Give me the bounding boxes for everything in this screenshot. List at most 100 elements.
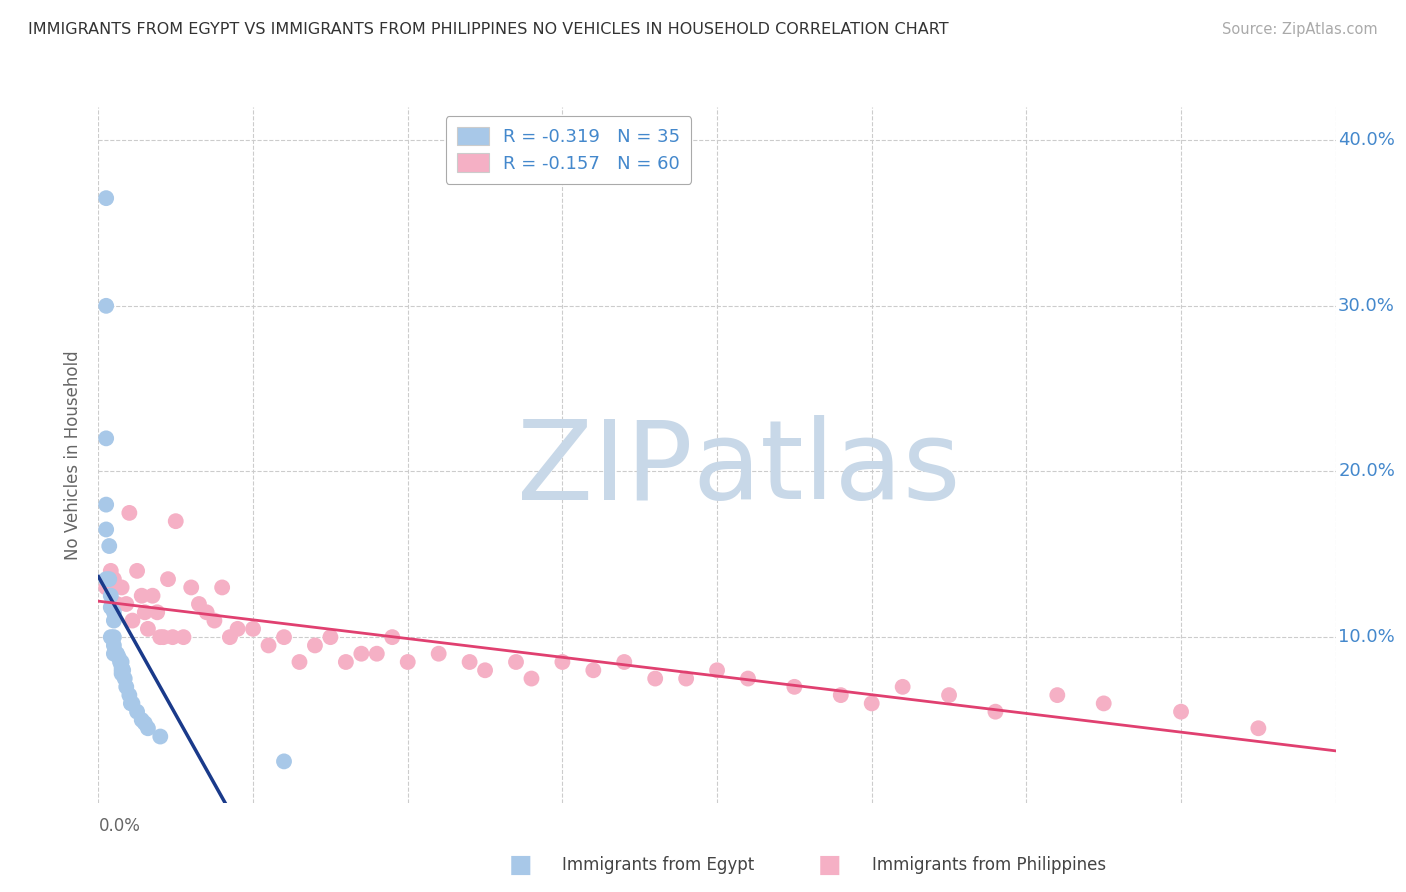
Point	[115, 680, 138, 694]
Point	[427, 647, 450, 661]
Point	[396, 655, 419, 669]
Point	[103, 639, 125, 653]
Point	[134, 605, 156, 619]
Point	[100, 564, 122, 578]
Point	[520, 672, 543, 686]
Point	[103, 605, 125, 619]
Point	[737, 672, 759, 686]
Point	[157, 572, 180, 586]
Point	[141, 589, 165, 603]
Point	[121, 614, 143, 628]
Point	[103, 614, 125, 628]
Point	[96, 191, 118, 205]
Point	[242, 622, 264, 636]
Point	[115, 597, 138, 611]
Point	[96, 498, 118, 512]
Point	[149, 630, 172, 644]
Point	[1046, 688, 1069, 702]
Point	[1247, 721, 1270, 735]
Text: 20.0%: 20.0%	[1339, 462, 1395, 481]
Point	[273, 755, 295, 769]
Point	[273, 630, 295, 644]
Y-axis label: No Vehicles in Household: No Vehicles in Household	[65, 350, 83, 560]
Point	[131, 713, 153, 727]
Point	[675, 672, 697, 686]
Point	[111, 666, 132, 681]
Point	[112, 663, 135, 677]
Point	[860, 697, 883, 711]
Point	[96, 581, 118, 595]
Point	[188, 597, 211, 611]
Text: ■: ■	[818, 854, 841, 877]
Point	[582, 663, 605, 677]
Point	[118, 688, 141, 702]
Point	[134, 716, 156, 731]
Point	[105, 647, 128, 661]
Point	[111, 655, 132, 669]
Point	[98, 539, 121, 553]
Point	[103, 630, 125, 644]
Point	[121, 697, 143, 711]
Point	[127, 564, 149, 578]
Point	[1092, 697, 1115, 711]
Text: ZIP: ZIP	[516, 416, 692, 523]
Point	[103, 572, 125, 586]
Point	[1170, 705, 1192, 719]
Point	[257, 639, 280, 653]
Text: 0.0%: 0.0%	[98, 817, 141, 835]
Point	[131, 589, 153, 603]
Point	[226, 622, 249, 636]
Text: 30.0%: 30.0%	[1339, 297, 1395, 315]
Point	[165, 514, 187, 528]
Point	[100, 630, 122, 644]
Text: 10.0%: 10.0%	[1339, 628, 1395, 646]
Point	[891, 680, 914, 694]
Point	[100, 600, 122, 615]
Text: Source: ZipAtlas.com: Source: ZipAtlas.com	[1222, 22, 1378, 37]
Point	[783, 680, 806, 694]
Legend: R = -0.319   N = 35, R = -0.157   N = 60: R = -0.319 N = 35, R = -0.157 N = 60	[446, 116, 692, 184]
Point	[108, 655, 131, 669]
Point	[103, 647, 125, 661]
Point	[613, 655, 636, 669]
Point	[96, 431, 118, 445]
Text: ■: ■	[509, 854, 531, 877]
Point	[195, 605, 218, 619]
Point	[111, 581, 132, 595]
Point	[127, 705, 149, 719]
Point	[458, 655, 481, 669]
Point	[114, 672, 136, 686]
Point	[644, 672, 666, 686]
Point	[984, 705, 1007, 719]
Point	[366, 647, 388, 661]
Point	[100, 589, 122, 603]
Point	[304, 639, 326, 653]
Text: Immigrants from Egypt: Immigrants from Egypt	[562, 856, 755, 874]
Point	[180, 581, 202, 595]
Point	[118, 506, 141, 520]
Text: atlas: atlas	[692, 416, 960, 523]
Point	[830, 688, 852, 702]
Point	[706, 663, 728, 677]
Point	[136, 622, 159, 636]
Point	[107, 650, 129, 665]
Point	[381, 630, 404, 644]
Point	[219, 630, 242, 644]
Point	[146, 605, 169, 619]
Text: 40.0%: 40.0%	[1339, 131, 1395, 149]
Point	[505, 655, 527, 669]
Point	[149, 730, 172, 744]
Point	[938, 688, 960, 702]
Point	[204, 614, 226, 628]
Point	[98, 572, 121, 586]
Point	[96, 523, 118, 537]
Point	[96, 572, 118, 586]
Point	[162, 630, 184, 644]
Point	[111, 660, 132, 674]
Point	[474, 663, 496, 677]
Point	[172, 630, 194, 644]
Point	[335, 655, 357, 669]
Text: IMMIGRANTS FROM EGYPT VS IMMIGRANTS FROM PHILIPPINES NO VEHICLES IN HOUSEHOLD CO: IMMIGRANTS FROM EGYPT VS IMMIGRANTS FROM…	[28, 22, 949, 37]
Point	[136, 721, 159, 735]
Point	[152, 630, 174, 644]
